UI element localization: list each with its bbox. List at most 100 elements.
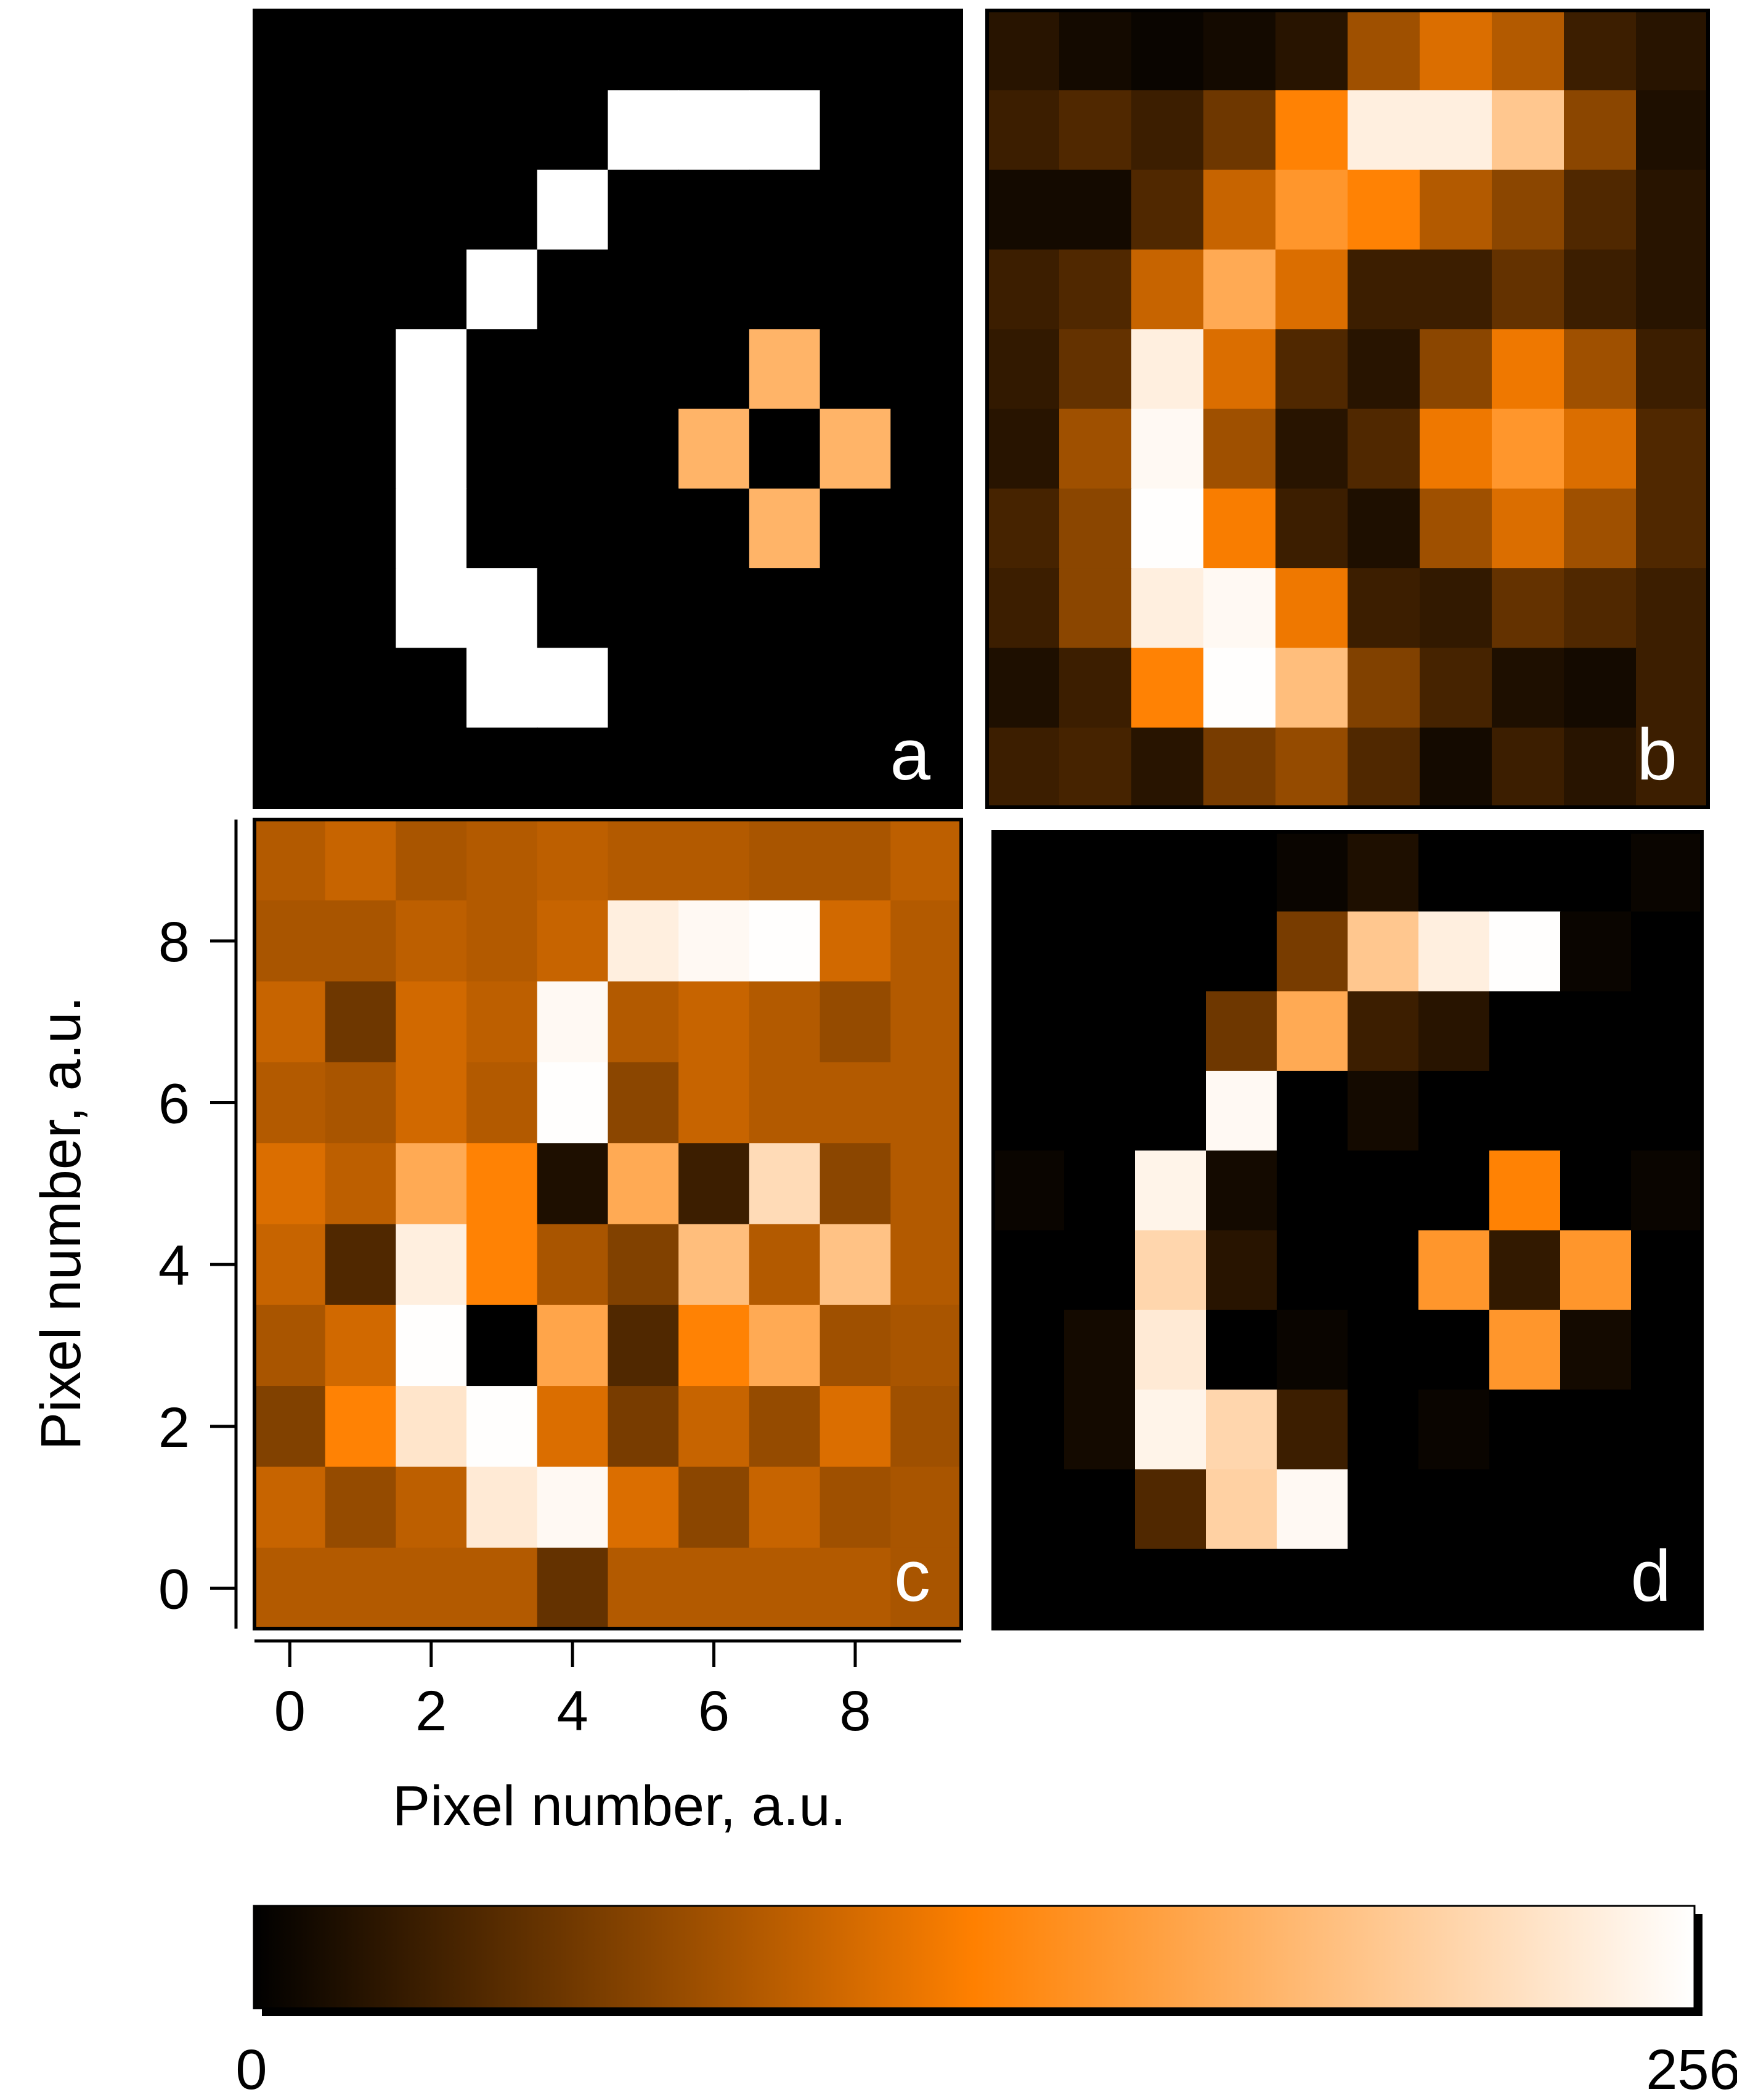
heatmap-cell: [466, 900, 538, 982]
heatmap-cell: [325, 820, 397, 901]
heatmap-cell: [749, 1062, 821, 1144]
heatmap-cell: [890, 1143, 962, 1225]
x-axis-title: Pixel number, a.u.: [393, 1775, 846, 1837]
heatmap-cell: [1203, 249, 1276, 330]
heatmap-cell: [1564, 10, 1637, 91]
heatmap-cell: [1131, 169, 1204, 250]
heatmap-cell: [1277, 991, 1348, 1072]
heatmap-cell: [1203, 568, 1276, 649]
x-tick-label: 2: [415, 1680, 447, 1743]
heatmap-cell: [1203, 648, 1276, 728]
heatmap-cell: [1131, 648, 1204, 728]
heatmap-cell: [396, 1467, 467, 1549]
heatmap-cell: [890, 1224, 962, 1306]
heatmap-cell: [749, 820, 821, 901]
heatmap-cell: [678, 820, 750, 901]
heatmap-cell: [1348, 568, 1420, 649]
heatmap-cell: [678, 1304, 750, 1386]
heatmap-cell: [1348, 832, 1419, 913]
heatmap-cell: [1631, 1309, 1702, 1390]
heatmap-cell: [608, 329, 679, 410]
heatmap-cell: [890, 329, 962, 410]
heatmap-cell: [1348, 1390, 1419, 1470]
heatmap-cell: [1489, 1230, 1561, 1311]
heatmap-cell: [749, 1547, 821, 1629]
heatmap-cell: [1636, 329, 1709, 410]
heatmap-cell: [749, 648, 821, 728]
heatmap-cell: [749, 1304, 821, 1386]
heatmap-cell: [1489, 1070, 1561, 1151]
heatmap-cell: [396, 981, 467, 1063]
heatmap-cell: [396, 1547, 467, 1629]
heatmap-cell: [608, 10, 679, 91]
heatmap-cell: [987, 329, 1060, 410]
heatmap-cell: [1560, 1150, 1632, 1231]
heatmap-cell: [678, 90, 750, 171]
heatmap-cell: [993, 832, 1065, 913]
heatmap-cell: [678, 329, 750, 410]
heatmap-cell: [1203, 169, 1276, 250]
heatmap-cell: [254, 249, 326, 330]
heatmap-cell: [1489, 1150, 1561, 1231]
heatmap-cell: [1206, 1549, 1277, 1629]
y-axis-title: Pixel number, a.u.: [30, 996, 92, 1450]
heatmap-cell: [1277, 1549, 1348, 1629]
heatmap-cell: [325, 648, 397, 728]
heatmap-cell: [254, 900, 326, 982]
heatmap-cell: [1492, 169, 1564, 250]
heatmap-cell: [1064, 1309, 1136, 1390]
heatmap-cell: [890, 90, 962, 171]
heatmap-cell: [678, 169, 750, 250]
heatmap-cell: [678, 568, 750, 649]
heatmap-cell: [1275, 329, 1348, 410]
heatmap-cell: [1348, 1469, 1419, 1550]
heatmap-cell: [820, 900, 892, 982]
heatmap-cell: [537, 820, 609, 901]
heatmap-cell: [678, 1386, 750, 1468]
heatmap-cell: [1348, 648, 1420, 728]
heatmap-cell: [396, 409, 467, 489]
heatmap-cell: [254, 169, 326, 250]
heatmap-cell: [325, 1304, 397, 1386]
heatmap-cell: [820, 1143, 892, 1225]
heatmap-cell: [325, 1224, 397, 1306]
heatmap-cell: [1489, 991, 1561, 1072]
heatmap-cell: [466, 409, 538, 489]
heatmap-cell: [1206, 1309, 1277, 1390]
heatmap-cell: [1064, 1150, 1136, 1231]
heatmap-cell: [396, 488, 467, 569]
heatmap-cell: [254, 488, 326, 569]
heatmap-cell: [254, 1386, 326, 1468]
heatmap-cell: [1059, 727, 1132, 808]
heatmap-cell: [1564, 568, 1637, 649]
heatmap-cell: [466, 1547, 538, 1629]
heatmap-cell: [608, 727, 679, 808]
heatmap-cell: [608, 820, 679, 901]
heatmap-cell: [1059, 249, 1132, 330]
heatmap-cell: [1636, 169, 1709, 250]
heatmap-cell: [1420, 329, 1492, 410]
heatmap-cell: [466, 10, 538, 91]
heatmap-cell: [254, 1547, 326, 1629]
heatmap-cell: [678, 981, 750, 1063]
heatmap-cell: [1277, 1230, 1348, 1311]
heatmap-cell: [608, 981, 679, 1063]
heatmap-cell: [749, 329, 821, 410]
heatmap-cell: [1135, 1230, 1206, 1311]
heatmap-cell: [254, 90, 326, 171]
heatmap-cell: [1059, 409, 1132, 489]
heatmap-cell: [1206, 1230, 1277, 1311]
heatmap-cell: [1059, 169, 1132, 250]
heatmap-cell: [1631, 911, 1702, 992]
heatmap-cell: [537, 1467, 609, 1549]
heatmap-cell: [325, 981, 397, 1063]
heatmap-cell: [890, 488, 962, 569]
heatmap-cell: [537, 90, 609, 171]
heatmap-cell: [537, 1304, 609, 1386]
heatmap-cell: [466, 981, 538, 1063]
heatmap-cell: [1420, 249, 1492, 330]
heatmap-cell: [1206, 1469, 1277, 1550]
heatmap-cell: [820, 820, 892, 901]
heatmap-cell: [1131, 409, 1204, 489]
